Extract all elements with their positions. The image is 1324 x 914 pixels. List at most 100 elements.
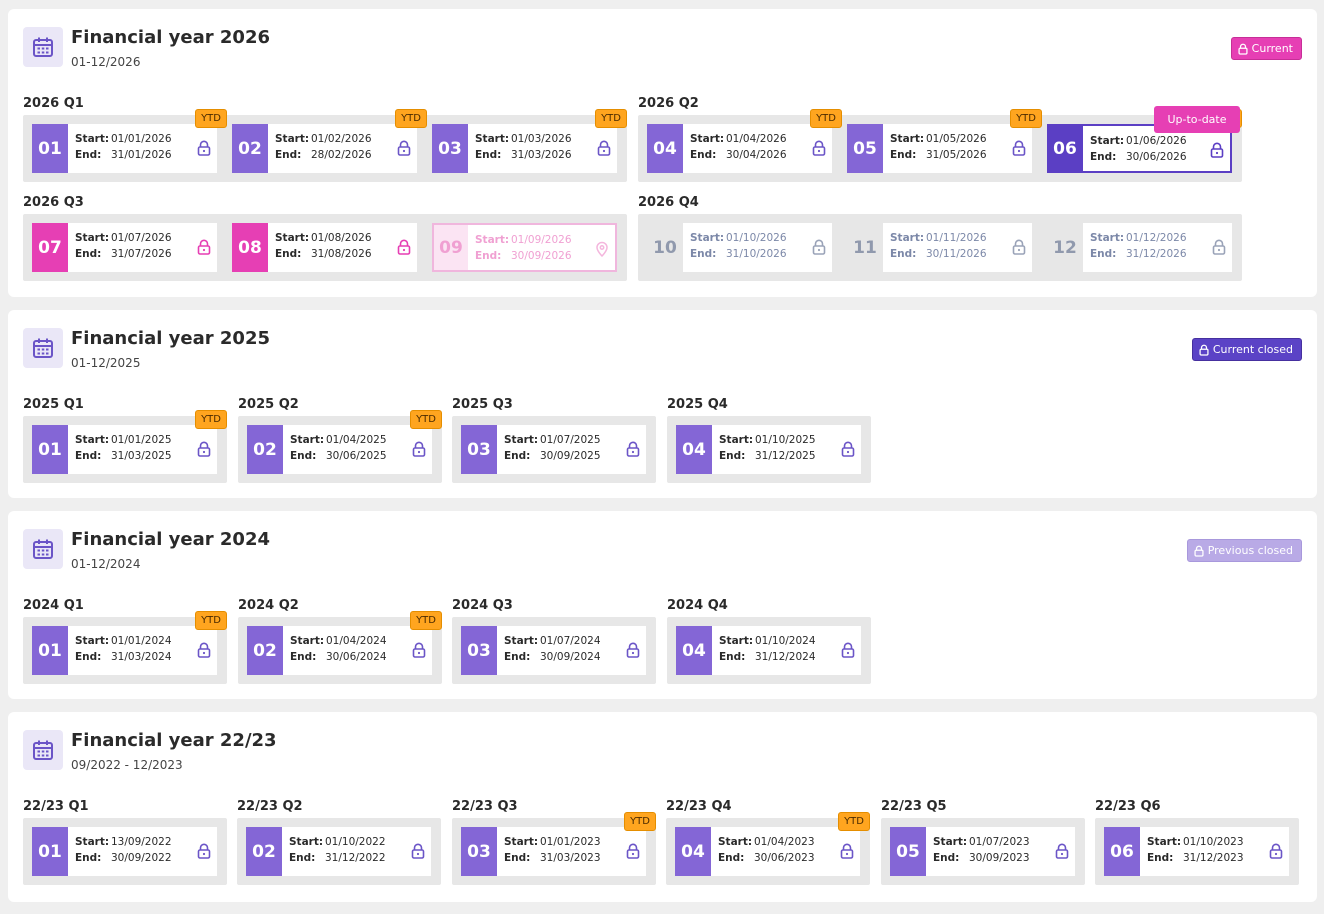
status-badge: Previous closed: [1186, 539, 1302, 562]
period-month[interactable]: 06 Start: 01/10/2023 End: 31/12/2023: [1104, 827, 1289, 876]
period-month[interactable]: 01 Start: 13/09/2022 End: 30/09/2022: [32, 827, 217, 876]
lock-icon[interactable]: [626, 441, 640, 457]
lock-icon[interactable]: [1269, 843, 1283, 859]
period-month[interactable]: 01 Start: 01/01/2026 End: 31/01/2026 YTD: [32, 109, 227, 173]
end-date: 31/12/2025: [755, 450, 816, 462]
lock-icon: [1194, 545, 1204, 557]
lock-icon[interactable]: [597, 140, 611, 156]
lock-icon[interactable]: [812, 239, 826, 255]
lock-icon[interactable]: [397, 140, 411, 156]
start-date: 01/07/2026: [111, 232, 172, 244]
lock-icon[interactable]: [626, 843, 640, 859]
lock-icon[interactable]: [812, 140, 826, 156]
period-month[interactable]: 05 Start: 01/07/2023 End: 30/09/2023: [890, 827, 1075, 876]
period-month[interactable]: 03 Start: 01/07/2024 End: 30/09/2024: [461, 626, 646, 675]
period-month[interactable]: 02 Start: 01/04/2025 End: 30/06/2025 YTD: [247, 410, 442, 474]
quarter-label: 22/23 Q1: [23, 799, 89, 814]
period-month[interactable]: 08 Start: 01/08/2026 End: 31/08/2026: [232, 223, 417, 272]
quarter-box: 03 Start: 01/07/2024 End: 30/09/2024: [452, 617, 656, 684]
period-month[interactable]: 02 Start: 01/02/2026 End: 28/02/2026 YTD: [232, 109, 427, 173]
period-month[interactable]: 04 Start: 01/10/2025 End: 31/12/2025: [676, 425, 861, 474]
lock-icon[interactable]: [412, 441, 426, 457]
period-month[interactable]: 10 Start: 01/10/2026 End: 31/10/2026: [647, 223, 832, 272]
end-date-row: End: 30/09/2026: [475, 250, 572, 262]
lock-icon[interactable]: [197, 239, 211, 255]
quarter-box: 03 Start: 01/07/2025 End: 30/09/2025: [452, 416, 656, 483]
period-month[interactable]: 01 Start: 01/01/2024 End: 31/03/2024 YTD: [32, 611, 227, 675]
period-number: 06: [1104, 827, 1140, 876]
ytd-badge: YTD: [195, 611, 227, 630]
lock-icon[interactable]: [197, 843, 211, 859]
lock-icon[interactable]: [626, 642, 640, 658]
end-date: 30/06/2025: [326, 450, 387, 462]
period-number: 02: [247, 626, 283, 675]
lock-icon[interactable]: [841, 441, 855, 457]
quarter-box: 02 Start: 01/10/2022 End: 31/12/2022: [237, 818, 441, 885]
start-label: Start:: [690, 133, 725, 145]
ytd-badge: YTD: [1010, 109, 1042, 128]
lock-icon[interactable]: [1055, 843, 1069, 859]
period-month[interactable]: 02 Start: 01/04/2024 End: 30/06/2024 YTD: [247, 611, 442, 675]
lock-icon[interactable]: [1012, 239, 1026, 255]
location-pin-icon[interactable]: [595, 241, 609, 258]
end-date-row: End: 30/11/2026: [890, 248, 987, 260]
end-date: 31/07/2026: [111, 248, 172, 260]
period-month[interactable]: 03 Start: 01/07/2025 End: 30/09/2025: [461, 425, 646, 474]
start-date-row: Start: 01/03/2026: [475, 133, 572, 145]
period-number: 07: [32, 223, 68, 272]
period-month[interactable]: 07 Start: 01/07/2026 End: 31/07/2026: [32, 223, 217, 272]
ytd-badge: YTD: [810, 109, 842, 128]
start-date: 01/01/2026: [111, 133, 172, 145]
period-dates: Start: 01/09/2026 End: 30/09/2026: [468, 223, 617, 272]
period-month[interactable]: 12 Start: 01/12/2026 End: 31/12/2026: [1047, 223, 1232, 272]
end-date-row: End: 31/03/2023: [504, 852, 601, 864]
period-month[interactable]: 01 Start: 01/01/2025 End: 31/03/2025 YTD: [32, 410, 227, 474]
end-date-row: End: 31/03/2024: [75, 651, 172, 663]
start-label: Start:: [504, 635, 539, 647]
start-date: 01/12/2026: [1126, 232, 1187, 244]
period-month[interactable]: 03 Start: 01/03/2026 End: 31/03/2026 YTD: [432, 109, 627, 173]
fy-range: 01-12/2025: [71, 356, 141, 370]
lock-icon[interactable]: [1012, 140, 1026, 156]
start-date: 01/01/2024: [111, 635, 172, 647]
lock-icon[interactable]: [397, 239, 411, 255]
end-date: 30/11/2026: [926, 248, 987, 260]
lock-icon[interactable]: [840, 843, 854, 859]
period-month[interactable]: 02 Start: 01/10/2022 End: 31/12/2022: [246, 827, 431, 876]
period-number: 11: [853, 237, 877, 258]
status-label: Current closed: [1212, 343, 1293, 356]
quarter-label: 22/23 Q3: [452, 799, 518, 814]
period-month[interactable]: 09 Start: 01/09/2026 End: 30/09/2026: [432, 223, 617, 272]
start-label: Start:: [75, 434, 110, 446]
start-label: Start:: [719, 434, 754, 446]
end-date-row: End: 30/09/2022: [75, 852, 172, 864]
start-date-row: Start: 01/08/2026: [275, 232, 372, 244]
lock-icon[interactable]: [841, 642, 855, 658]
ytd-badge: YTD: [195, 410, 227, 429]
period-month[interactable]: 03 Start: 01/01/2023 End: 31/03/2023 YTD: [461, 812, 656, 876]
lock-icon[interactable]: [197, 642, 211, 658]
quarter-box: 01 Start: 01/01/2025 End: 31/03/2025 YTD: [23, 410, 227, 483]
period-dates: Start: 01/03/2026 End: 31/03/2026: [468, 124, 617, 173]
period-month[interactable]: 11 Start: 01/11/2026 End: 30/11/2026: [847, 223, 1032, 272]
end-label: End:: [475, 149, 502, 161]
lock-icon[interactable]: [1210, 142, 1224, 158]
quarter-box: 01 Start: 01/01/2026 End: 31/01/2026 YTD 02 Sta…: [23, 109, 627, 182]
end-label: End:: [933, 852, 960, 864]
period-month[interactable]: 04 Start: 01/04/2026 End: 30/04/2026 YTD: [647, 109, 842, 173]
period-month[interactable]: 05 Start: 01/05/2026 End: 31/05/2026 YTD: [847, 109, 1042, 173]
lock-icon[interactable]: [197, 441, 211, 457]
period-month[interactable]: 04 Start: 01/10/2024 End: 31/12/2024: [676, 626, 861, 675]
start-label: Start:: [690, 232, 725, 244]
end-date-row: End: 31/12/2026: [1090, 248, 1187, 260]
end-date-row: End: 30/06/2023: [718, 852, 815, 864]
lock-icon[interactable]: [1212, 239, 1226, 255]
end-label: End:: [890, 149, 917, 161]
end-label: End:: [890, 248, 917, 260]
period-month[interactable]: 04 Start: 01/04/2023 End: 30/06/2023 YTD: [675, 812, 870, 876]
lock-icon[interactable]: [197, 140, 211, 156]
quarter-box: 06 Start: 01/10/2023 End: 31/12/2023: [1095, 818, 1299, 885]
quarter-label: 2025 Q4: [667, 397, 728, 412]
lock-icon[interactable]: [411, 843, 425, 859]
lock-icon[interactable]: [412, 642, 426, 658]
